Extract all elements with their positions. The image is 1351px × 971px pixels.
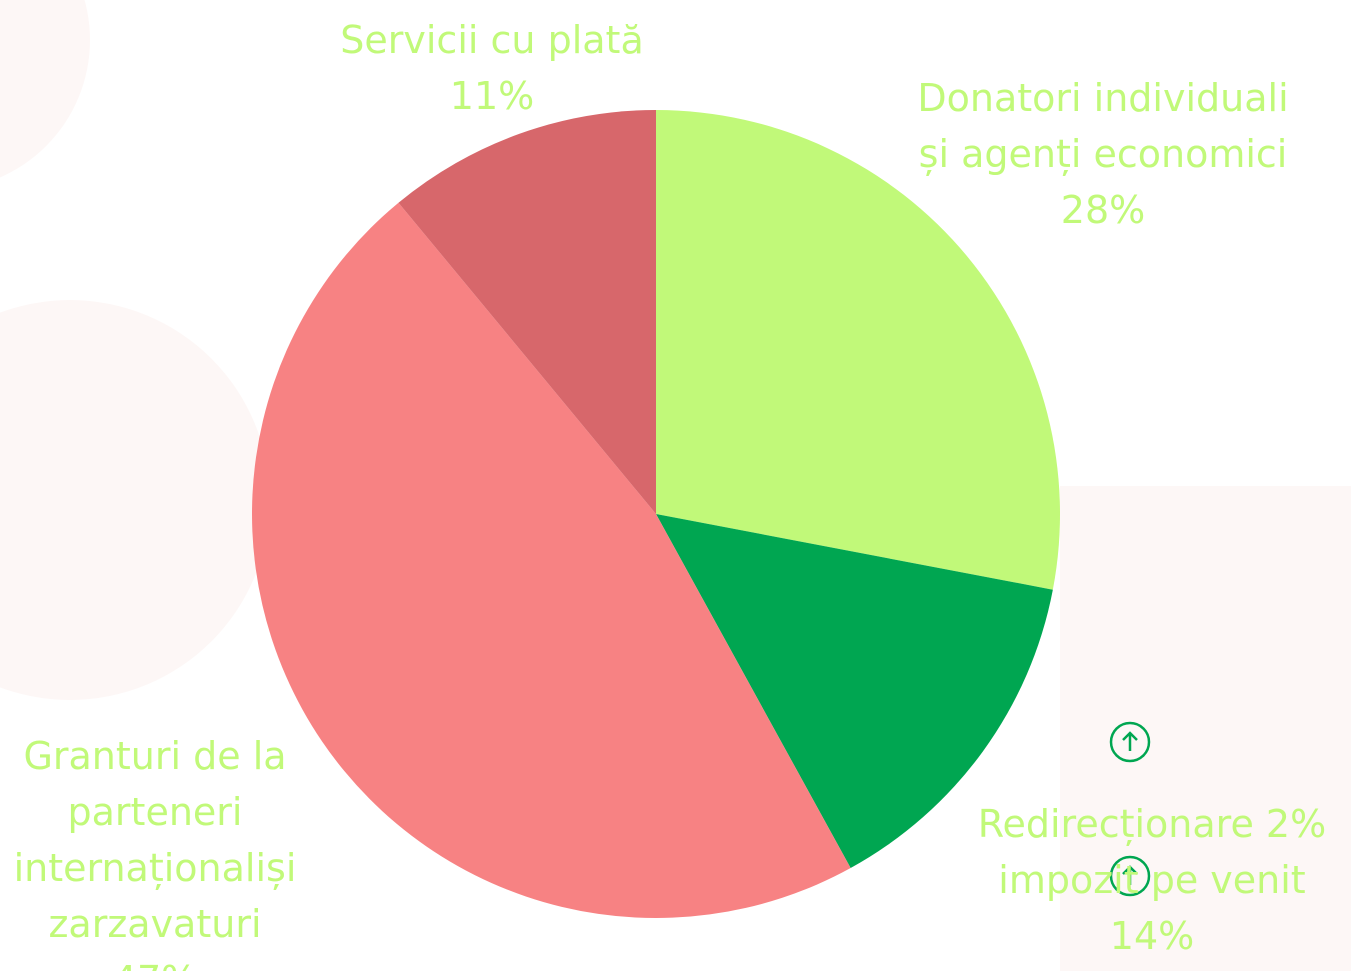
slice-label: Donatori individuali și agenți economici…	[893, 70, 1313, 238]
category-label: Granturi de la parteneri internaționaliș…	[13, 734, 297, 946]
category-label: Redirecționare 2% impozit pe venit	[977, 802, 1327, 902]
pie-slice	[398, 110, 656, 514]
bg-shape	[0, 300, 270, 700]
bg-shape	[0, 0, 90, 178]
value-label: 28%	[1060, 188, 1146, 232]
value-label: 14%	[1109, 914, 1195, 958]
pie-slice	[252, 202, 851, 918]
pie-slice	[656, 110, 1060, 590]
category-label: Servicii cu plată	[340, 18, 644, 62]
pie-slice	[656, 514, 1053, 869]
bg-shape	[1060, 486, 1351, 971]
value-label: 11%	[449, 74, 535, 118]
pie	[252, 110, 1060, 918]
value-label: 47%	[0, 952, 365, 971]
slice-label: Redirecționare 2% impozit pe venit 14%	[942, 796, 1351, 964]
slice-label: Servicii cu plată 11%	[282, 12, 702, 124]
icon	[1109, 721, 1151, 897]
category-label: Donatori individuali și agenți economici	[917, 76, 1289, 176]
slice-label: Granturi de la parteneri internaționaliș…	[0, 728, 365, 971]
